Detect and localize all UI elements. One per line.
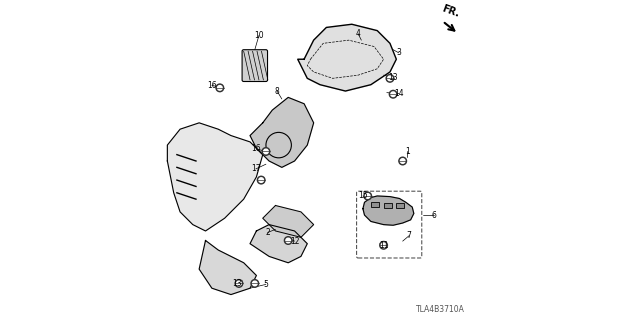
Text: 12: 12 <box>290 236 300 246</box>
Circle shape <box>386 75 394 82</box>
Text: 13: 13 <box>388 73 398 82</box>
Text: 1: 1 <box>405 147 410 156</box>
Text: 17: 17 <box>251 164 260 173</box>
Circle shape <box>218 85 222 90</box>
Text: 10: 10 <box>254 31 264 40</box>
Polygon shape <box>168 123 263 231</box>
Circle shape <box>262 148 269 155</box>
Text: 11: 11 <box>379 241 388 250</box>
Text: 5: 5 <box>264 280 268 289</box>
Circle shape <box>399 157 406 165</box>
Circle shape <box>401 159 405 163</box>
Circle shape <box>381 243 386 248</box>
Circle shape <box>216 84 223 92</box>
Text: 8: 8 <box>275 86 280 96</box>
Circle shape <box>251 280 259 287</box>
Circle shape <box>388 76 392 81</box>
Polygon shape <box>263 205 314 237</box>
Polygon shape <box>298 24 396 91</box>
Circle shape <box>380 242 387 249</box>
Text: 7: 7 <box>406 231 412 240</box>
Circle shape <box>391 92 396 97</box>
Polygon shape <box>250 225 307 263</box>
Circle shape <box>237 281 241 286</box>
Text: 15: 15 <box>358 191 368 201</box>
Text: 2: 2 <box>265 228 270 237</box>
FancyBboxPatch shape <box>242 50 268 82</box>
Text: 13: 13 <box>232 279 242 288</box>
Bar <box>396 203 404 208</box>
Polygon shape <box>250 97 314 167</box>
Bar <box>383 203 392 208</box>
Polygon shape <box>363 196 414 225</box>
Text: TLA4B3710A: TLA4B3710A <box>417 305 465 314</box>
Circle shape <box>284 237 292 244</box>
Circle shape <box>365 194 370 198</box>
Text: FR.: FR. <box>441 4 461 20</box>
Circle shape <box>389 91 397 98</box>
Circle shape <box>259 178 264 182</box>
Circle shape <box>286 238 291 243</box>
Text: 16: 16 <box>207 81 217 90</box>
Circle shape <box>257 176 265 184</box>
Circle shape <box>235 280 243 287</box>
Bar <box>371 202 379 207</box>
Circle shape <box>364 192 371 200</box>
Text: 6: 6 <box>431 211 436 220</box>
Circle shape <box>264 149 268 154</box>
Text: 16: 16 <box>252 144 261 153</box>
Polygon shape <box>199 241 257 295</box>
Text: 4: 4 <box>356 29 360 38</box>
Circle shape <box>253 281 257 286</box>
Text: 3: 3 <box>396 48 401 57</box>
Text: 14: 14 <box>394 89 404 98</box>
